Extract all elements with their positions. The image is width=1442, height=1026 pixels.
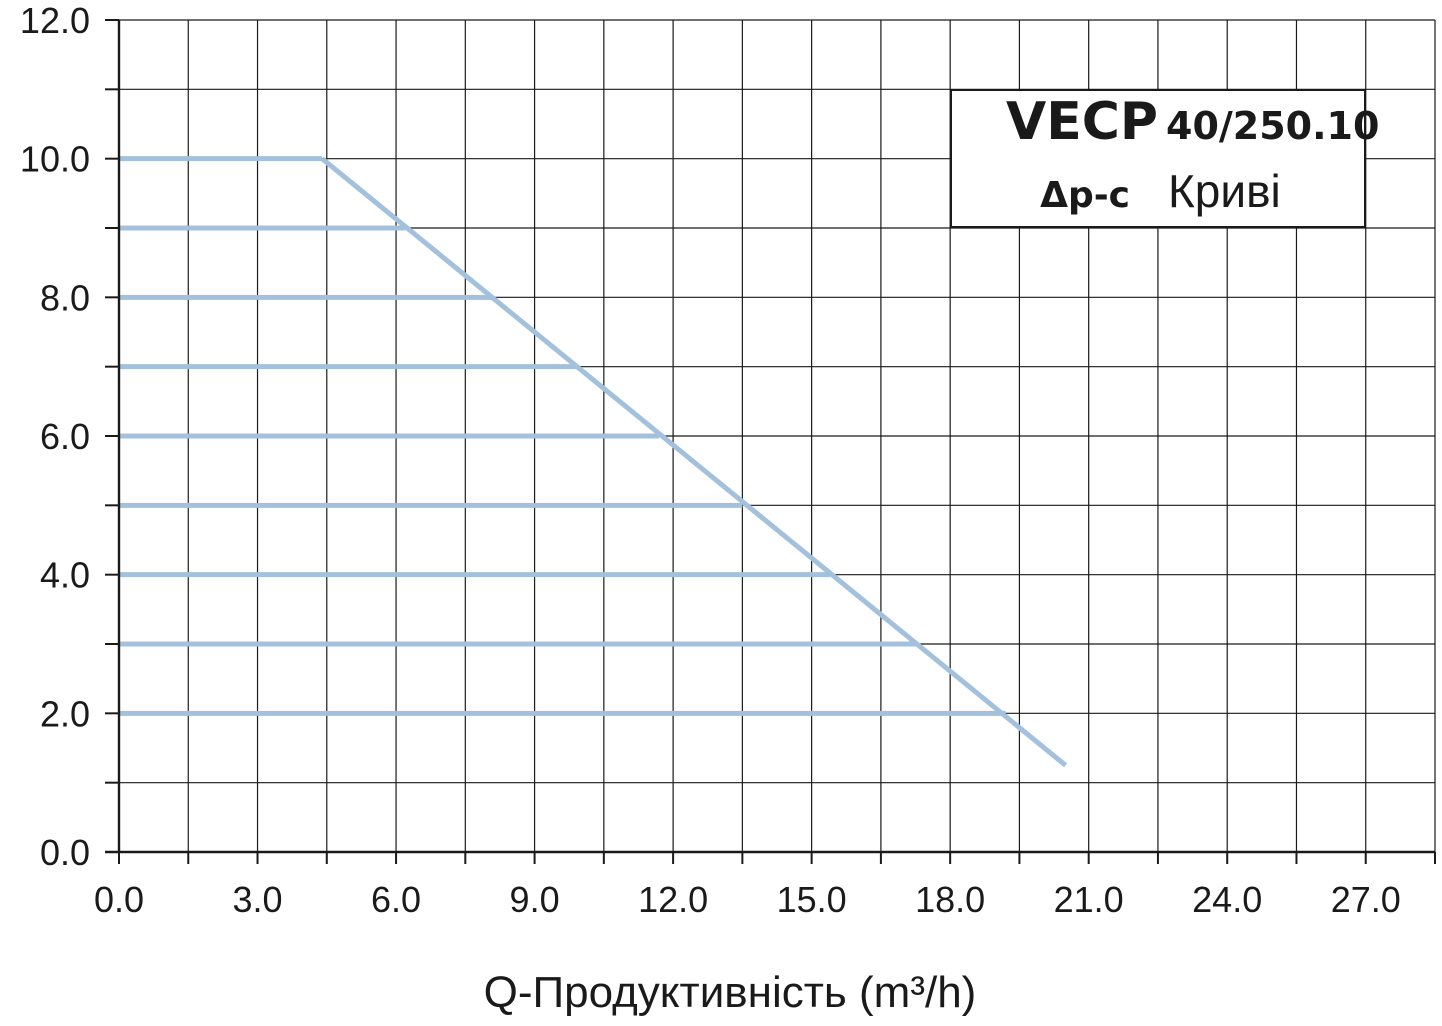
x-tick-label: 15.0	[777, 879, 847, 920]
series-line-10	[320, 156, 1068, 768]
legend-frame	[950, 89, 1366, 228]
axes	[105, 19, 1436, 864]
x-tick-label: 27.0	[1331, 879, 1401, 920]
y-tick-label: 2.0	[40, 693, 90, 734]
x-tick-label: 0.0	[94, 879, 144, 920]
legend-box: VECP 40/250.10 Δp-c Криві	[950, 89, 1379, 228]
x-axis-title: Q-Продуктивність (m³/h)	[484, 968, 977, 1017]
x-tick-label: 12.0	[638, 879, 708, 920]
y-tick-label: 10.0	[20, 139, 90, 180]
x-tick-label: 21.0	[1054, 879, 1124, 920]
x-tick-label: 24.0	[1192, 879, 1262, 920]
x-tick-label: 9.0	[510, 879, 560, 920]
legend-model: VECP	[1006, 92, 1158, 152]
y-tick-label: 4.0	[40, 555, 90, 596]
legend-mode: Δp-c	[1040, 175, 1130, 216]
x-tick-labels: 0.0 3.0 6.0 9.0 12.0 15.0 18.0 21.0 24.0 27.0	[94, 879, 1401, 920]
y-tick-label: 8.0	[40, 277, 90, 318]
y-tick-label: 12.0	[20, 0, 90, 41]
y-tick-label: 6.0	[40, 416, 90, 457]
y-tick-label: 0.0	[40, 832, 90, 873]
y-tick-labels: 0.0 2.0 4.0 6.0 8.0 10.0 12.0	[20, 0, 90, 873]
x-tick-label: 3.0	[233, 879, 283, 920]
x-tick-label: 18.0	[915, 879, 985, 920]
legend-size: 40/250.10	[1166, 104, 1379, 148]
legend-curves-label: Криві	[1168, 165, 1281, 217]
x-tick-label: 6.0	[371, 879, 421, 920]
series-lines	[119, 156, 1068, 768]
